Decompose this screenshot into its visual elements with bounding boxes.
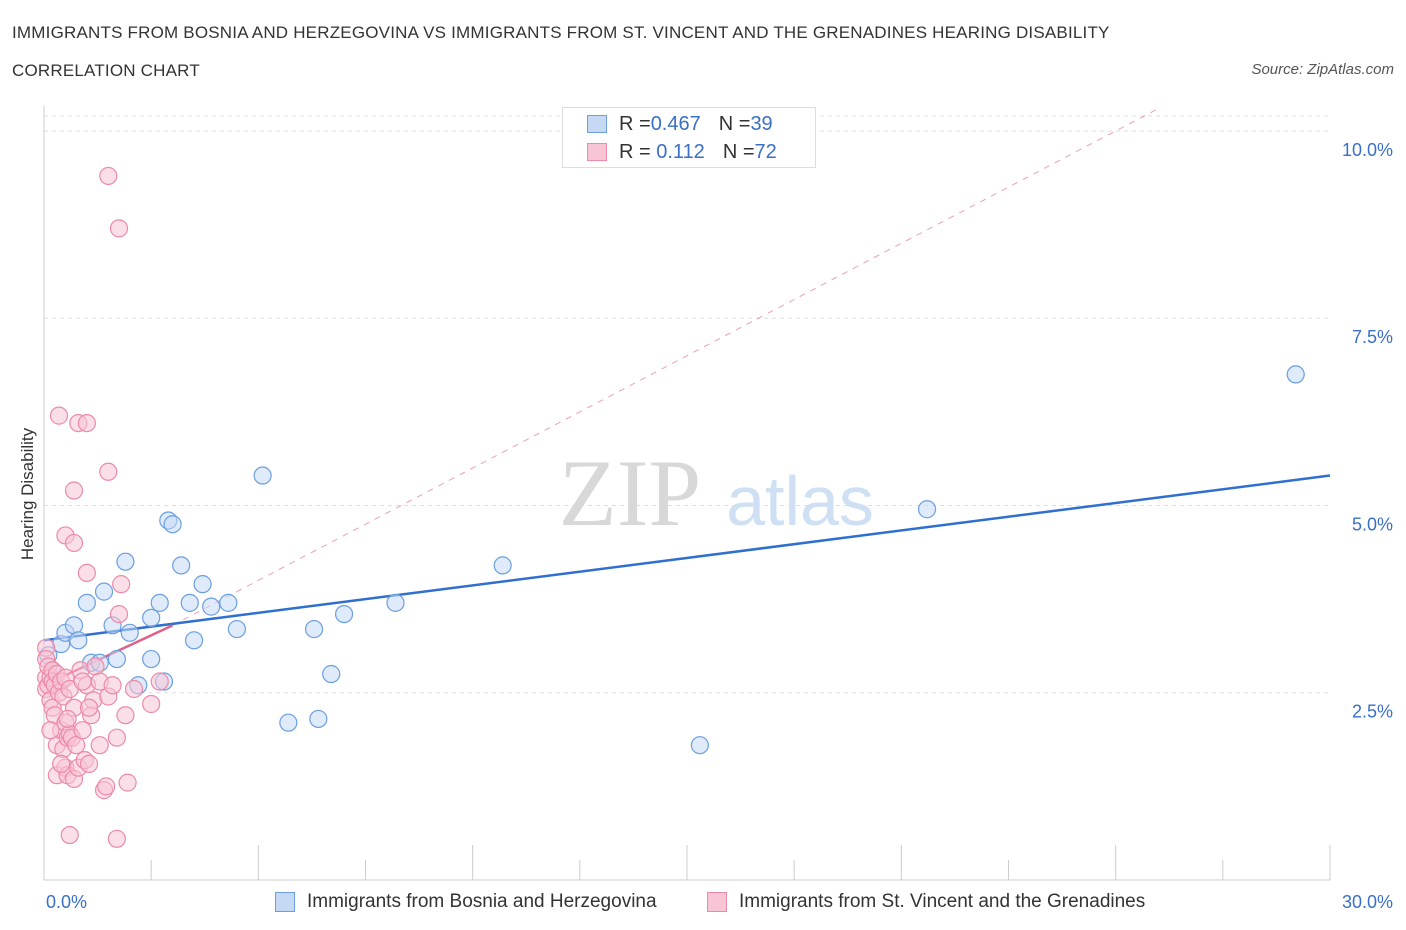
blue-data-point xyxy=(304,619,324,639)
pink-data-point xyxy=(77,413,96,433)
legend-swatch-blue xyxy=(587,115,607,133)
blue-data-point xyxy=(64,616,84,635)
legend-r-value: 0.467 xyxy=(650,112,701,135)
blue-data-point xyxy=(690,736,709,755)
pink-data-point xyxy=(107,728,126,747)
pink-data-point xyxy=(60,825,79,845)
series-legend-label: Immigrants from St. Vincent and the Gren… xyxy=(739,891,1146,912)
blue-data-point xyxy=(219,593,238,612)
legend-r-label: R = xyxy=(619,140,651,163)
points-layer xyxy=(37,166,1305,848)
pink-data-point xyxy=(97,777,116,796)
legend-row-st-vincent: R = 0.112 N = 72 xyxy=(587,140,777,164)
blue-data-point xyxy=(150,593,169,612)
blue-data-point xyxy=(180,593,199,612)
legend-n-label: N = xyxy=(722,140,755,163)
blue-data-point xyxy=(227,619,246,639)
y-tick-label: 2.5% xyxy=(1352,702,1393,722)
watermark-atlas: atlas xyxy=(726,462,874,540)
pink-data-point xyxy=(79,698,99,717)
pink-data-point xyxy=(150,672,169,691)
blue-data-point xyxy=(1286,365,1305,384)
pink-data-point xyxy=(86,657,105,676)
axis-layer xyxy=(43,106,1331,881)
legend-swatch-blue xyxy=(275,892,295,912)
blue-data-point xyxy=(193,575,212,594)
blue-data-point xyxy=(309,709,328,729)
source-label: Source: ZipAtlas.com xyxy=(1251,61,1394,78)
series-legend-st-vincent: Immigrants from St. Vincent and the Gren… xyxy=(707,889,1145,915)
pink-data-point xyxy=(124,679,144,699)
pink-data-point xyxy=(73,672,92,691)
legend-swatch-pink xyxy=(707,892,727,912)
blue-trend-line xyxy=(43,474,1331,642)
watermark-zip: ZIP xyxy=(559,440,702,546)
y-tick-label: 10.0% xyxy=(1342,140,1393,160)
pink-data-point xyxy=(67,736,86,755)
legend-n-label: N = xyxy=(718,112,751,135)
legend-swatch-pink xyxy=(587,143,607,161)
blue-data-point xyxy=(69,631,88,650)
legend-n-value: 39 xyxy=(750,112,773,135)
pink-data-point xyxy=(73,721,92,740)
grid-layer xyxy=(44,115,1330,694)
y-tick-label: 7.5% xyxy=(1352,327,1393,347)
pink-data-point xyxy=(109,604,129,624)
blue-data-point xyxy=(493,556,512,575)
pink-data-point xyxy=(49,406,69,425)
blue-data-point xyxy=(322,664,341,684)
y-tick-label: 5.0% xyxy=(1352,514,1393,534)
blue-data-point xyxy=(116,552,135,571)
series-legend-label: Immigrants from Bosnia and Herzegovina xyxy=(307,891,657,912)
blue-data-point xyxy=(172,556,191,575)
blue-data-point xyxy=(94,582,114,601)
blue-data-point xyxy=(163,515,182,534)
pink-data-point xyxy=(99,462,118,481)
pink-data-point xyxy=(79,754,99,774)
pink-data-point xyxy=(103,676,122,695)
blue-data-point xyxy=(107,649,126,669)
blue-data-point xyxy=(253,466,272,485)
pink-data-point xyxy=(107,829,126,848)
correlation-legend: R = 0.467 N = 39 R = 0.112 N = 72 xyxy=(562,107,816,168)
pink-data-point xyxy=(112,575,131,594)
blue-data-point xyxy=(279,713,298,732)
x-tick-label: 30.0% xyxy=(1342,892,1393,912)
blue-data-point xyxy=(142,608,161,627)
legend-r-value: 0.112 xyxy=(650,140,705,163)
pink-data-point xyxy=(64,481,84,500)
pink-data-point xyxy=(77,563,96,583)
blue-data-point xyxy=(386,593,405,612)
legend-n-value: 72 xyxy=(754,140,777,163)
chart-title-line-2: CORRELATION CHART xyxy=(12,61,200,80)
pink-data-point xyxy=(99,166,118,186)
pink-data-point xyxy=(118,773,137,792)
legend-r-label: R = xyxy=(619,112,651,135)
blue-data-point xyxy=(202,597,221,616)
trend-layer xyxy=(43,108,1331,687)
legend-row-bosnia: R = 0.467 N = 39 xyxy=(587,112,773,136)
pink-data-point xyxy=(116,706,135,725)
pink-data-point xyxy=(64,533,84,553)
tick-label-layer: 2.5% 5.0% 7.5% 10.0% 0.0% 30.0% xyxy=(46,140,1393,912)
series-legend-bosnia: Immigrants from Bosnia and Herzegovina xyxy=(275,889,657,915)
y-axis-title: Hearing Disability xyxy=(18,427,37,561)
blue-data-point xyxy=(77,593,96,612)
blue-data-point xyxy=(184,631,204,650)
pink-data-point xyxy=(52,754,71,774)
pink-data-point xyxy=(41,721,60,740)
chart-title-line-1: IMMIGRANTS FROM BOSNIA AND HERZEGOVINA V… xyxy=(12,23,1110,42)
blue-data-point xyxy=(334,604,354,624)
pink-trend-extension xyxy=(172,108,1159,626)
pink-data-point xyxy=(109,219,129,238)
blue-data-point xyxy=(917,500,937,519)
pink-data-point xyxy=(142,694,161,714)
blue-data-point xyxy=(142,649,161,669)
pink-data-point xyxy=(90,736,109,755)
x-tick-label: 0.0% xyxy=(46,892,87,912)
pink-data-point xyxy=(58,709,77,729)
blue-data-point xyxy=(120,623,139,642)
